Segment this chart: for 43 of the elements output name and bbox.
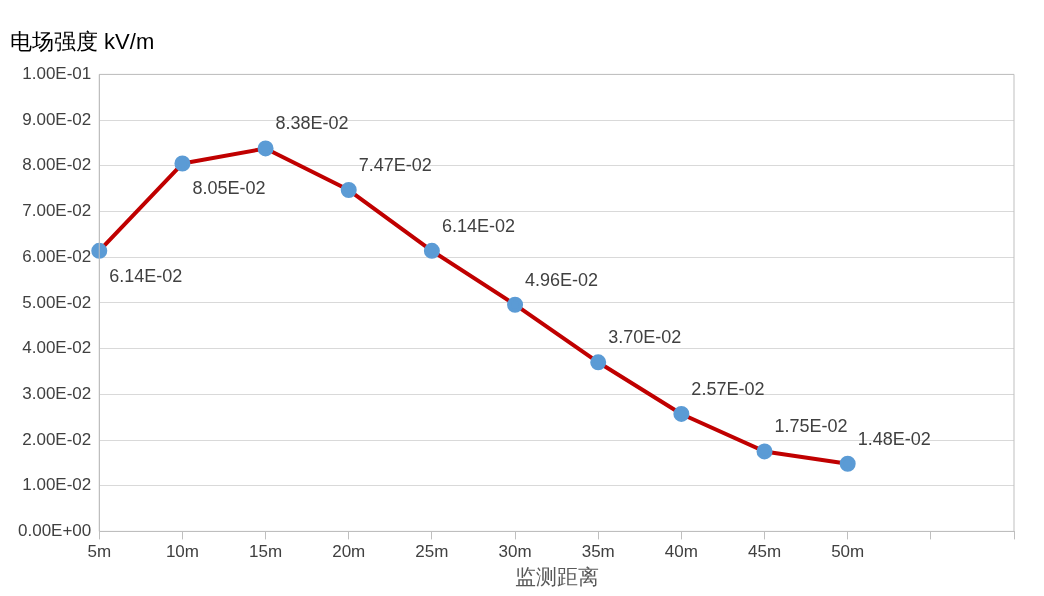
x-tick-label: 30m: [498, 542, 532, 562]
x-tick-label: 25m: [415, 542, 449, 562]
point: [756, 443, 773, 460]
data-label: 6.14E-02: [109, 265, 183, 286]
point: [673, 405, 690, 422]
y-tick-label: 5.00E-02: [22, 292, 92, 312]
x-tick-label: 45m: [747, 542, 782, 562]
x-tick-label: 15m: [249, 542, 283, 562]
y-tick-label: 1.00E-02: [22, 475, 92, 495]
data-label: 8.38E-02: [275, 113, 349, 134]
point: [423, 242, 440, 259]
x-tick-label: 35m: [581, 542, 615, 562]
x-tick-label: 5m: [87, 542, 112, 562]
x-tick-label: 50m: [831, 542, 865, 562]
y-tick-label: 3.00E-02: [22, 383, 92, 403]
point: [91, 242, 108, 259]
y-tick-label: 6.00E-02: [22, 246, 92, 266]
data-label: 2.57E-02: [691, 378, 765, 399]
y-tick-label: 2.00E-02: [22, 429, 92, 449]
point: [340, 182, 357, 199]
point: [257, 140, 274, 157]
point: [839, 455, 856, 472]
x-tick-label: 10m: [165, 542, 199, 562]
x-tick-label: 20m: [332, 542, 366, 562]
data-label: 1.48E-02: [857, 428, 931, 449]
data-label: 6.14E-02: [441, 215, 515, 236]
y-tick-label: 1.00E-01: [22, 64, 92, 84]
y-tick-label: 9.00E-02: [22, 109, 92, 129]
data-label: 4.96E-02: [525, 269, 599, 290]
x-axis-title: 监测距离: [514, 565, 599, 589]
point: [174, 155, 191, 172]
point: [590, 354, 607, 371]
chart-title: 电场强度 kV/m: [10, 29, 155, 55]
y-tick-label: 7.00E-02: [22, 201, 92, 221]
x-tick-label: 40m: [664, 542, 698, 562]
y-tick-label: 0.00E+00: [18, 521, 92, 541]
data-label: 1.75E-02: [774, 416, 848, 437]
data-label: 3.70E-02: [608, 327, 682, 348]
data-label: 7.47E-02: [358, 154, 432, 175]
y-tick-label: 8.00E-02: [22, 155, 92, 175]
y-tick-label: 4.00E-02: [22, 338, 92, 358]
point: [507, 296, 524, 313]
data-label: 8.05E-02: [192, 178, 266, 199]
